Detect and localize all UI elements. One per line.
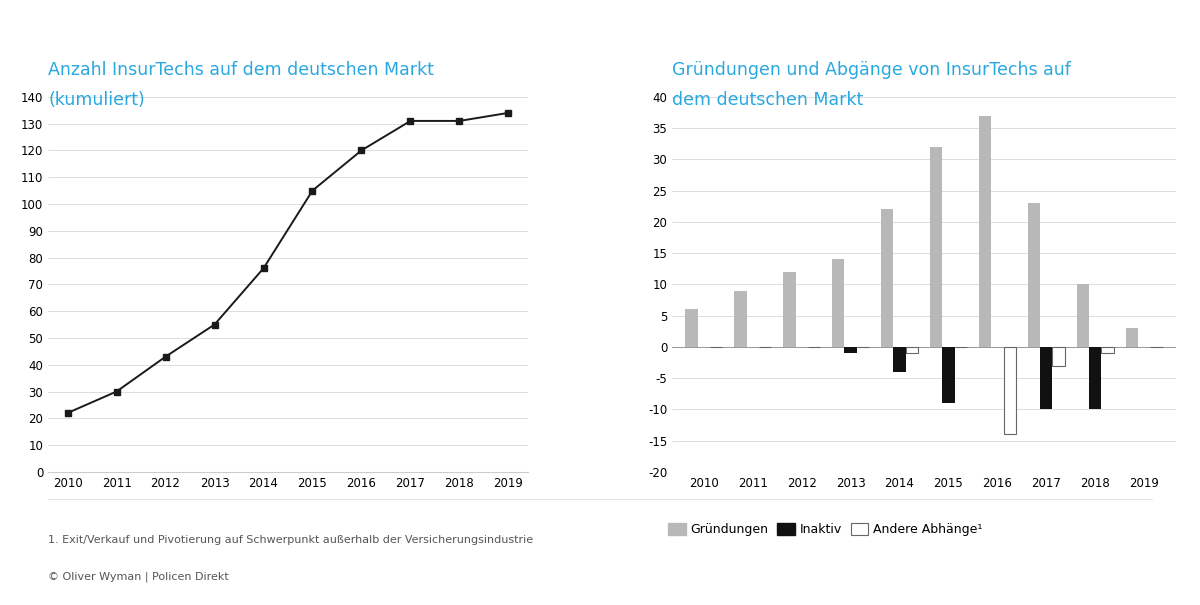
- Text: © Oliver Wyman | Policen Direkt: © Oliver Wyman | Policen Direkt: [48, 572, 229, 582]
- Bar: [930, 147, 942, 347]
- Bar: [1040, 347, 1052, 410]
- Bar: [1052, 347, 1064, 365]
- Bar: [881, 209, 894, 347]
- Bar: [1090, 347, 1102, 410]
- Text: 1. Exit/Verkauf und Pivotierung auf Schwerpunkt außerhalb der Versicherungsindus: 1. Exit/Verkauf und Pivotierung auf Schw…: [48, 535, 533, 546]
- Bar: [845, 347, 857, 353]
- Bar: [784, 272, 796, 347]
- Bar: [1076, 284, 1090, 347]
- Bar: [833, 260, 845, 347]
- Bar: [1028, 203, 1040, 347]
- Bar: [894, 347, 906, 372]
- Bar: [942, 347, 954, 403]
- Text: dem deutschen Markt: dem deutschen Markt: [672, 91, 863, 109]
- Bar: [1003, 347, 1015, 434]
- Bar: [685, 309, 697, 347]
- Bar: [979, 116, 991, 347]
- Bar: [1102, 347, 1114, 353]
- Text: Gründungen und Abgänge von InsurTechs auf: Gründungen und Abgänge von InsurTechs au…: [672, 60, 1070, 79]
- Text: Anzahl InsurTechs auf dem deutschen Markt: Anzahl InsurTechs auf dem deutschen Mark…: [48, 60, 434, 79]
- Bar: [906, 347, 918, 353]
- Text: (kumuliert): (kumuliert): [48, 91, 145, 109]
- Legend: Gründungen, Inaktiv, Andere Abhänge¹: Gründungen, Inaktiv, Andere Abhänge¹: [668, 523, 983, 537]
- Bar: [734, 290, 746, 347]
- Bar: [1126, 328, 1138, 347]
